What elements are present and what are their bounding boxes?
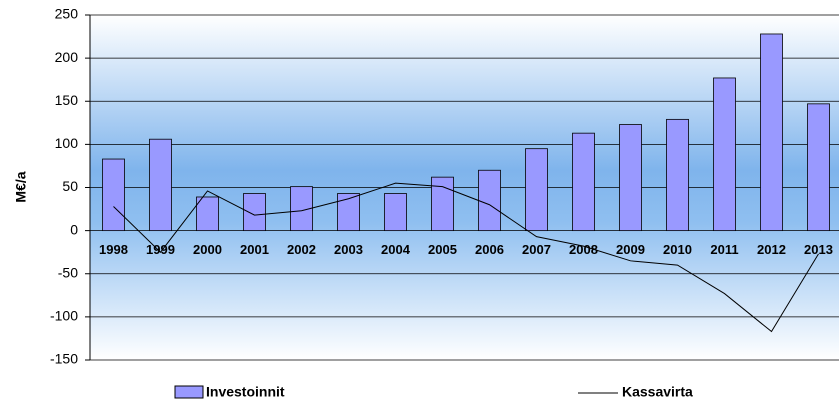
legend-swatch — [174, 385, 204, 399]
y-tick-label: 0 — [70, 221, 78, 237]
y-tick-label: 50 — [62, 178, 78, 194]
bar — [666, 118, 689, 232]
bar — [243, 193, 266, 232]
bar — [525, 148, 548, 232]
x-tick-label: 1999 — [146, 242, 175, 257]
bar — [337, 193, 360, 232]
x-tick-label: 1998 — [99, 242, 128, 257]
y-tick-label: 200 — [55, 49, 79, 65]
bar — [713, 77, 736, 232]
bar — [196, 196, 219, 232]
legend-label: Investoinnit — [206, 384, 285, 400]
bar — [760, 33, 783, 232]
y-tick-label: -50 — [58, 264, 78, 280]
y-tick-label: -100 — [50, 308, 78, 324]
bar — [431, 176, 454, 232]
x-tick-label: 2002 — [287, 242, 316, 257]
x-tick-label: 2006 — [475, 242, 504, 257]
x-tick-label: 2011 — [710, 242, 738, 257]
x-tick-label: 2013 — [804, 242, 833, 257]
y-tick-label: -150 — [50, 351, 78, 367]
legend-label: Kassavirta — [622, 384, 693, 400]
bar — [384, 193, 407, 232]
x-tick-label: 2009 — [616, 242, 645, 257]
bar — [149, 138, 172, 232]
x-tick-label: 2012 — [757, 242, 786, 257]
y-tick-label: 250 — [55, 6, 79, 22]
x-tick-label: 2007 — [522, 242, 551, 257]
x-tick-label: 2005 — [428, 242, 457, 257]
bar — [290, 186, 313, 232]
y-tick-label: 150 — [55, 92, 79, 108]
x-tick-label: 2010 — [663, 242, 692, 257]
y-axis-label: M€/a — [13, 171, 29, 202]
x-tick-label: 2003 — [334, 242, 363, 257]
bar — [807, 103, 830, 232]
line-series — [113, 182, 819, 333]
x-tick-label: 2000 — [193, 242, 222, 257]
y-tick-label: 100 — [55, 135, 79, 151]
x-tick-label: 2008 — [569, 242, 598, 257]
bar — [619, 124, 642, 232]
x-tick-label: 2004 — [381, 242, 411, 257]
bar — [102, 158, 125, 232]
bar — [572, 132, 595, 232]
bar — [478, 169, 501, 232]
x-tick-label: 2001 — [240, 242, 269, 257]
